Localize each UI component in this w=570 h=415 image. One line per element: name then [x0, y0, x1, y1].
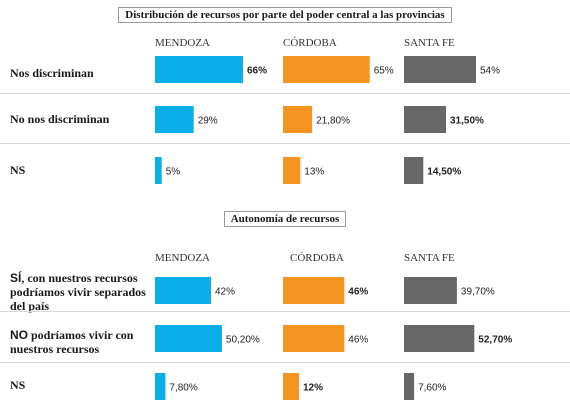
value-label-chart2-cordoba-row3: 12% — [303, 383, 323, 394]
value-label-chart1-mendoza-row2: 29% — [198, 116, 218, 127]
row-label-lead: NO — [10, 328, 28, 342]
chart-2-row-label-2: NO podríamos vivir con nuestros recursos — [10, 328, 150, 356]
bar-chart2-mendoza-row2 — [155, 325, 222, 352]
chart-1-title-text: Distribución de recursos por parte del p… — [118, 7, 452, 23]
chart-2-title: Autonomía de recursos — [0, 209, 570, 227]
value-label-chart1-santa-fe-row2: 31,50% — [450, 116, 484, 127]
row-label-rest: podríamos vivir con nuestros recursos — [10, 328, 134, 356]
chart-1-row-label-1: Nos discriminan — [10, 66, 94, 80]
value-label-chart1-mendoza-row1: 66% — [247, 66, 267, 77]
chart-1-column-santa-fe: SANTA FE — [404, 37, 455, 49]
value-label-chart2-mendoza-row1: 42% — [215, 287, 235, 298]
chart-1-row-label-2: No nos discriminan — [10, 112, 110, 126]
row-label-lead: SÍ — [10, 271, 22, 285]
value-label-chart1-mendoza-row3: 5% — [166, 167, 181, 178]
value-label-chart2-santa-fe-row3: 7,60% — [418, 383, 446, 394]
chart-2-title-text: Autonomía de recursos — [223, 211, 347, 227]
value-label-chart1-cordoba-row3: 13% — [304, 167, 324, 178]
chart-2-column-santa-fe: SANTA FE — [404, 252, 455, 264]
bar-chart1-santa-fe-row2 — [404, 106, 446, 133]
chart-2-row-label-3: NS — [10, 378, 25, 392]
chart-1-title: Distribución de recursos por parte del p… — [0, 5, 570, 23]
row-separator — [0, 311, 570, 312]
value-label-chart2-santa-fe-row1: 39,70% — [461, 287, 495, 298]
row-separator — [0, 143, 570, 144]
value-label-chart2-mendoza-row3: 7,80% — [169, 383, 197, 394]
bar-chart1-cordoba-row3 — [283, 157, 301, 184]
bar-chart1-santa-fe-row3 — [404, 157, 424, 184]
bar-chart2-mendoza-row1 — [155, 277, 211, 304]
row-separator — [0, 93, 570, 94]
value-label-chart2-santa-fe-row2: 52,70% — [478, 335, 512, 346]
bar-chart2-santa-fe-row3 — [404, 373, 415, 400]
bar-chart2-mendoza-row3 — [155, 373, 166, 400]
chart-2-column-cordoba: CÓRDOBA — [290, 252, 344, 264]
value-label-chart1-cordoba-row1: 65% — [374, 66, 394, 77]
row-separator — [0, 362, 570, 363]
chart-1-column-cordoba: CÓRDOBA — [283, 37, 337, 49]
bar-chart1-cordoba-row1 — [283, 56, 370, 83]
bar-chart1-mendoza-row1 — [155, 56, 243, 83]
row-label-rest: NS — [10, 378, 26, 392]
bar-chart1-cordoba-row2 — [283, 106, 313, 133]
bar-chart1-santa-fe-row1 — [404, 56, 476, 83]
bar-chart2-cordoba-row1 — [283, 277, 345, 304]
row-label-rest: , con nuestros recursos podríamos vivir … — [10, 271, 146, 313]
value-label-chart1-santa-fe-row3: 14,50% — [427, 167, 461, 178]
bar-chart2-santa-fe-row2 — [404, 325, 475, 352]
bar-chart1-mendoza-row2 — [155, 106, 194, 133]
value-label-chart1-cordoba-row2: 21,80% — [316, 116, 350, 127]
bar-chart2-cordoba-row2 — [283, 325, 345, 352]
bar-chart2-santa-fe-row1 — [404, 277, 457, 304]
value-label-chart2-cordoba-row2: 46% — [348, 335, 368, 346]
value-label-chart2-mendoza-row2: 50,20% — [226, 335, 260, 346]
chart-1-column-mendoza: MENDOZA — [155, 37, 210, 49]
chart-2-column-mendoza: MENDOZA — [155, 252, 210, 264]
value-label-chart1-santa-fe-row1: 54% — [480, 66, 500, 77]
chart-1-row-label-3: NS — [10, 163, 26, 177]
bar-chart1-mendoza-row3 — [155, 157, 162, 184]
chart-2-row-label-1: SÍ, con nuestros recursos podríamos vivi… — [10, 271, 150, 313]
bar-chart2-cordoba-row3 — [283, 373, 299, 400]
value-label-chart2-cordoba-row1: 46% — [348, 287, 368, 298]
